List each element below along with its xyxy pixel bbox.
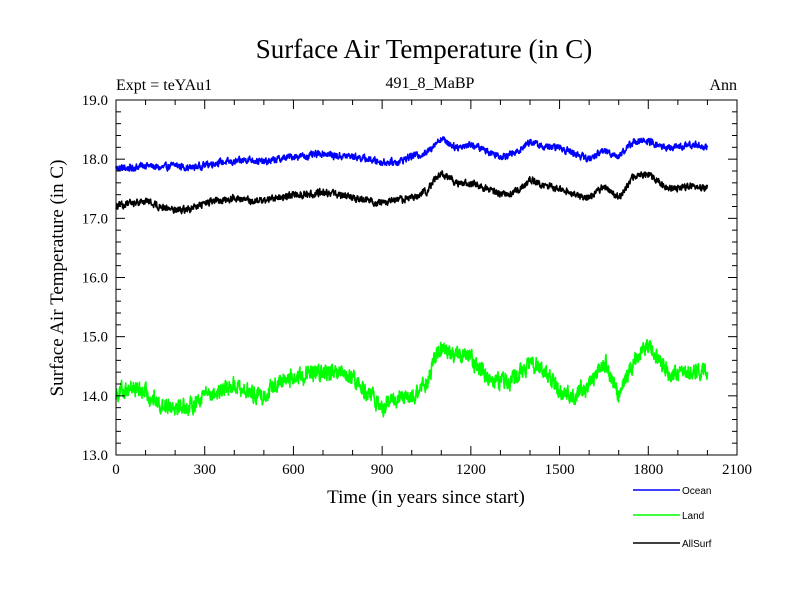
x-tick-label: 1200 xyxy=(456,462,486,478)
x-tick-label: 900 xyxy=(371,462,394,478)
period-label: 491_8_MaBP xyxy=(386,75,475,92)
season-label: Ann xyxy=(709,77,737,94)
legend-label-allsurf: AllSurf xyxy=(682,539,712,550)
x-tick-label: 600 xyxy=(282,462,305,478)
x-tick-label: 1800 xyxy=(633,462,663,478)
y-tick-label: 16.0 xyxy=(82,271,108,287)
legend-label-land: Land xyxy=(682,511,704,522)
chart-title: Surface Air Temperature (in C) xyxy=(256,34,593,64)
y-tick-label: 18.0 xyxy=(82,152,108,168)
y-axis-label: Surface Air Temperature (in C) xyxy=(47,160,68,397)
legend-label-ocean: Ocean xyxy=(682,486,711,497)
x-tick-label: 0 xyxy=(112,462,120,478)
series-layer xyxy=(115,136,709,418)
y-tick-label: 14.0 xyxy=(82,389,108,405)
series-line-land xyxy=(115,338,709,418)
experiment-label: Expt = teYAu1 xyxy=(116,77,212,94)
y-tick-label: 15.0 xyxy=(82,330,108,346)
x-tick-label: 2100 xyxy=(722,462,752,478)
x-tick-label: 1500 xyxy=(545,462,575,478)
y-tick-label: 17.0 xyxy=(82,211,108,227)
legend: Ocean Land AllSurf xyxy=(633,486,712,550)
y-tick-label: 13.0 xyxy=(82,448,108,464)
y-tick-label: 19.0 xyxy=(82,93,108,109)
series-line-allsurf xyxy=(115,170,709,215)
axis-layer: 0 300 600 900 1200 1500 1800 2100 13.0 14.0 15.0 16… xyxy=(82,93,752,478)
x-tick-label: 300 xyxy=(193,462,216,478)
x-axis-label: Time (in years since start) xyxy=(327,487,525,508)
series-line-ocean xyxy=(115,136,709,172)
